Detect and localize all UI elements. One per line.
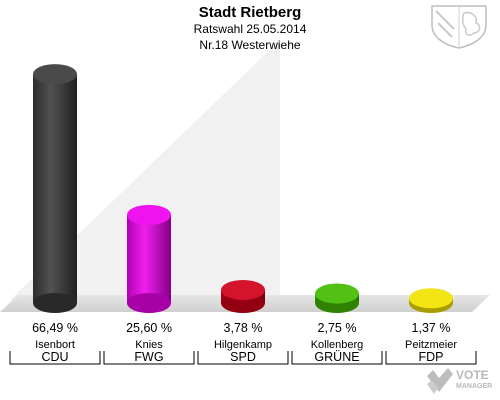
chart-title: Stadt Rietberg bbox=[198, 4, 302, 21]
candidate-label: Hilgenkamp bbox=[214, 339, 272, 351]
party-label: CDU bbox=[41, 350, 68, 364]
chart-district: Nr.18 Westerwiehe bbox=[199, 38, 301, 52]
bar-grüne bbox=[315, 283, 359, 313]
category-bracket bbox=[197, 351, 289, 365]
party-label: FWG bbox=[134, 350, 163, 364]
category-bracket bbox=[9, 351, 101, 365]
chart-backdrop bbox=[10, 40, 280, 300]
category-bracket bbox=[291, 351, 383, 365]
bar-fdp bbox=[409, 288, 453, 313]
bar-spd bbox=[221, 279, 265, 313]
party-label: GRÜNE bbox=[314, 350, 359, 364]
value-label: 25,60 % bbox=[126, 321, 172, 335]
logo-subtext: MANAGER bbox=[456, 383, 493, 390]
value-label: 2,75 % bbox=[318, 321, 357, 335]
value-label: 3,78 % bbox=[224, 321, 263, 335]
party-label: FDP bbox=[419, 350, 444, 364]
party-label: SPD bbox=[230, 350, 256, 364]
category-bracket bbox=[103, 351, 195, 365]
bar-fwg bbox=[127, 204, 171, 313]
candidate-label: Knies bbox=[135, 339, 163, 351]
candidate-label: Kollenberg bbox=[311, 339, 364, 351]
candidate-label: Isenbort bbox=[35, 339, 75, 351]
bar-cdu bbox=[33, 64, 77, 313]
candidate-label: Peitzmeier bbox=[405, 339, 457, 351]
logo-text: VOTE bbox=[456, 368, 489, 382]
chart-subtitle: Ratswahl 25.05.2014 bbox=[193, 22, 307, 36]
votemanager-logo-icon bbox=[427, 368, 453, 394]
value-label: 1,37 % bbox=[412, 321, 451, 335]
coat-of-arms-icon bbox=[431, 5, 487, 49]
bars-group bbox=[33, 64, 453, 313]
category-bracket bbox=[385, 351, 477, 365]
value-label: 66,49 % bbox=[32, 321, 78, 335]
